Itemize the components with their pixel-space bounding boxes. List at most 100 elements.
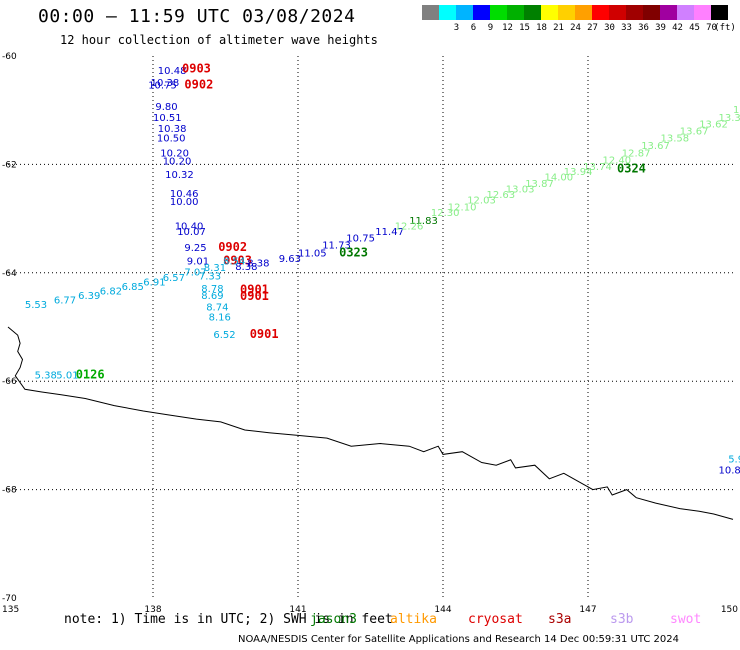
lon-tick-label: 135: [2, 605, 19, 615]
legend-swatch: [473, 5, 490, 20]
wave-height-label: 9.63: [279, 254, 301, 265]
wave-height-label: 8.74: [206, 303, 228, 314]
page-title: 00:00 – 11:59 UTC 03/08/2024: [38, 6, 356, 27]
wave-height-label: 10.50: [157, 134, 186, 145]
legend-swatch: [711, 5, 728, 20]
wave-height-label: 11.47: [375, 227, 404, 238]
satellite-legend-altika: altika: [390, 612, 437, 627]
wave-height-label: 10.48: [158, 66, 187, 77]
wave-height-label: 10.00: [170, 197, 199, 208]
legend-label: 21: [553, 23, 564, 33]
wave-height-label: 12.30: [431, 208, 460, 219]
legend-label: 24: [570, 23, 581, 33]
wave-height-label: 10.75: [346, 233, 375, 244]
legend-swatch: [558, 5, 575, 20]
wave-height-label: 13.94: [564, 167, 593, 178]
wave-height-label: 10.88: [719, 465, 740, 476]
wave-height-label: 10.20: [160, 148, 189, 159]
wave-height-label: 12.87: [622, 148, 651, 159]
wave-height-label: 13.67: [680, 127, 709, 138]
wave-height-label: 5.92: [728, 455, 740, 466]
wave-height-label: 7.07: [184, 268, 206, 279]
wave-height-label: 6.77: [54, 296, 76, 307]
wave-height-label: 7.33: [199, 271, 221, 282]
pass-time-label: 0903: [223, 254, 252, 268]
wave-height-label: 13.62: [699, 120, 728, 131]
legend-label: 30: [604, 23, 615, 33]
legend-swatch: [524, 5, 541, 20]
wave-height-label: 10.46: [170, 189, 199, 200]
wave-height-label: 10.38: [151, 78, 180, 89]
legend-label: 9: [487, 23, 494, 33]
wave-height-label: 6.52: [213, 330, 235, 341]
wave-height-label: 13.87: [525, 179, 554, 190]
wave-height-label: 12.40: [603, 155, 632, 166]
wave-height-label: 8.38: [247, 258, 269, 269]
wave-height-label: 10.75: [148, 81, 177, 92]
legend-swatch: [660, 5, 677, 20]
lat-tick-label: -60: [2, 52, 17, 62]
legend-swatch: [490, 5, 507, 20]
legend-label: 15: [519, 23, 530, 33]
satellite-legend-s3b: s3b: [610, 612, 634, 627]
legend-label: 18: [536, 23, 547, 33]
legend-label: 12: [502, 23, 513, 33]
wave-height-label: 12.10: [448, 203, 477, 214]
satellite-legend-s3a: s3a: [548, 612, 572, 627]
wave-height-label: 6.85: [122, 282, 144, 293]
legend-swatch: [694, 5, 711, 20]
wave-height-label: 8.78: [201, 284, 223, 295]
wave-height-label: 5.01: [56, 371, 78, 382]
legend-label: 6: [470, 23, 477, 33]
pass-time-label: 0126: [76, 368, 105, 382]
legend-swatch: [456, 5, 473, 20]
wave-height-label: 12.63: [487, 190, 516, 201]
wave-height-label: 6.57: [163, 273, 185, 284]
wave-height-label: 13.74: [583, 162, 612, 173]
wave-height-label: 11.73: [322, 240, 351, 251]
pass-time-label: 0324: [617, 162, 646, 176]
wave-height-label: 10.38: [158, 124, 187, 135]
wave-height-label: 10.20: [163, 156, 192, 167]
legend-label: 70: [706, 23, 717, 33]
page-subtitle: 12 hour collection of altimeter wave hei…: [60, 33, 378, 47]
wave-height-label: 13.03: [506, 185, 535, 196]
wave-height-label: 10.51: [153, 113, 182, 124]
wave-height-label: 8.38: [235, 262, 257, 273]
credit-line: NOAA/NESDIS Center for Satellite Applica…: [238, 634, 680, 645]
legend-label: 39: [655, 23, 666, 33]
wave-height-label: 8.16: [209, 313, 231, 324]
legend-label: 42: [672, 23, 683, 33]
legend-swatch: [507, 5, 524, 20]
legend-label: 33: [621, 23, 632, 33]
wave-height-label: 12.03: [467, 195, 496, 206]
pass-time-label: 0323: [339, 246, 368, 260]
wave-height-label: 8.31: [204, 263, 226, 274]
lon-tick-label: 141: [289, 605, 306, 615]
wave-height-label: 5.53: [25, 300, 47, 311]
lat-tick-label: -62: [2, 160, 17, 170]
legend-label: 45: [689, 23, 700, 33]
wave-height-label: 12.26: [395, 221, 424, 232]
wave-height-label: 5.38: [35, 371, 57, 382]
pass-time-label: 0901: [240, 289, 269, 303]
legend-swatch: [541, 5, 558, 20]
wave-height-label: 8.69: [201, 291, 223, 302]
lon-tick-label: 144: [434, 605, 451, 615]
wave-height-label: 10.40: [175, 221, 204, 232]
wave-height-label: 6.39: [78, 291, 100, 302]
wave-height-label: 13.67: [641, 141, 670, 152]
legend-swatch: [592, 5, 609, 20]
legend-swatch: [626, 5, 643, 20]
wave-height-label: 10.07: [177, 227, 206, 238]
satellite-legend-swot: swot: [670, 612, 702, 627]
wave-height-label: 9.80: [155, 102, 177, 113]
wave-height-label: 14.00: [545, 173, 574, 184]
lat-tick-label: -64: [2, 269, 17, 279]
legend-label: 36: [638, 23, 649, 33]
wave-height-label: 13.12: [733, 105, 740, 116]
lon-tick-label: 147: [579, 605, 596, 615]
legend-swatch: [677, 5, 694, 20]
lat-tick-label: -70: [2, 594, 17, 604]
